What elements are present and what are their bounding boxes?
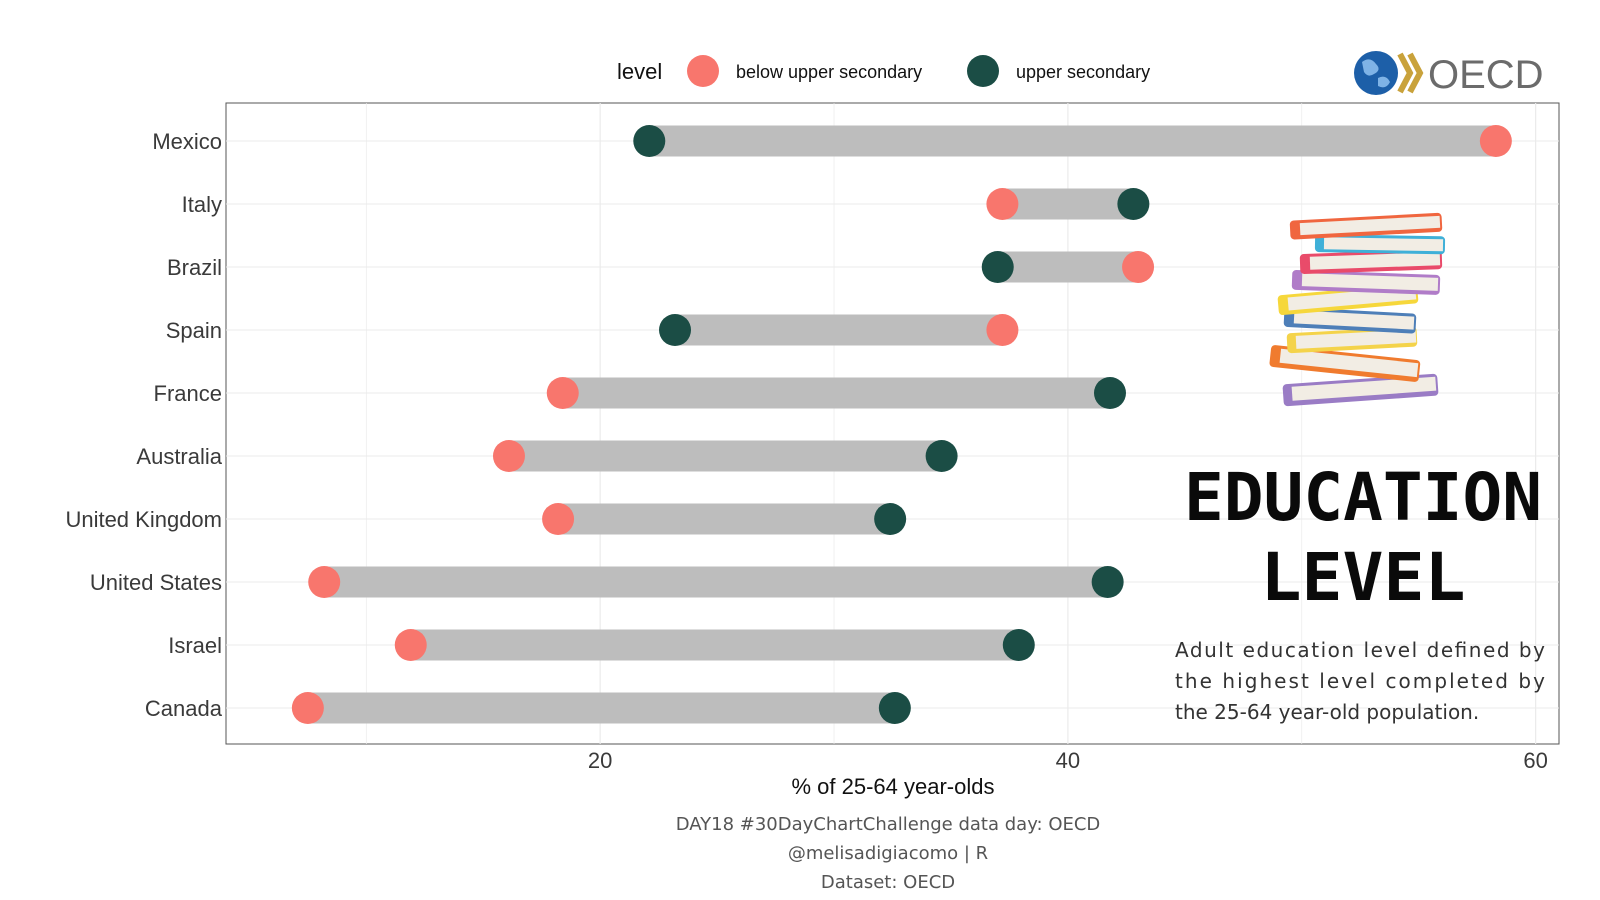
x-tick-label: 20 [588, 748, 612, 773]
book-icon [1283, 307, 1417, 334]
legend: level below upper secondary upper second… [617, 55, 1150, 87]
book-icon [1291, 269, 1441, 295]
book-icon [1289, 212, 1443, 240]
country-label: Canada [145, 696, 223, 721]
books-illustration [1269, 212, 1446, 407]
country-label: United States [90, 570, 222, 595]
legend-label-below-upper-secondary: below upper secondary [736, 62, 922, 82]
country-label: Mexico [152, 129, 222, 154]
point-upper-secondary [633, 125, 666, 157]
caption-line-3: Dataset: OECD [821, 872, 955, 893]
legend-title: level [617, 59, 662, 84]
point-upper-secondary [925, 440, 958, 472]
point-below-upper-secondary [546, 377, 579, 409]
country-labels: Mexico Italy Brazil Spain France Australia Uni… [65, 129, 222, 721]
point-upper-secondary [878, 692, 911, 724]
annotation-title-line-1: EDUCATION [1184, 459, 1542, 536]
book-icon [1286, 326, 1418, 354]
legend-swatch-upper-secondary [967, 55, 999, 87]
point-upper-secondary [1091, 566, 1124, 598]
x-tick-label: 60 [1523, 748, 1547, 773]
country-label: Brazil [167, 255, 222, 280]
book-icon [1314, 234, 1446, 255]
dumbbell-points [291, 125, 1512, 724]
country-label: France [154, 381, 222, 406]
point-below-upper-secondary [542, 503, 575, 535]
point-below-upper-secondary [1122, 251, 1155, 283]
point-below-upper-secondary [986, 188, 1019, 220]
globe-icon [1354, 51, 1398, 95]
point-below-upper-secondary [1479, 125, 1512, 157]
point-below-upper-secondary [394, 629, 427, 661]
x-tick-labels: 20 40 60 [588, 748, 1548, 773]
globe-landmass-icon [1362, 59, 1390, 88]
country-label: Israel [168, 633, 222, 658]
book-icon [1282, 373, 1439, 407]
point-upper-secondary [1002, 629, 1035, 661]
country-label: United Kingdom [65, 507, 222, 532]
point-upper-secondary [659, 314, 692, 346]
point-below-upper-secondary [291, 692, 324, 724]
point-upper-secondary [874, 503, 907, 535]
point-upper-secondary [1093, 377, 1126, 409]
annotation-title-line-2: LEVEL [1261, 539, 1466, 616]
oecd-logo-text: OECD [1428, 53, 1544, 97]
chevron-logo-icon [1397, 52, 1424, 94]
caption-line-1: DAY18 #30DayChartChallenge data day: OEC… [676, 814, 1101, 835]
legend-swatch-below-upper-secondary [687, 55, 719, 87]
book-icon [1269, 345, 1421, 382]
oecd-logo: OECD [1354, 51, 1544, 97]
country-label: Spain [166, 318, 222, 343]
point-upper-secondary [1117, 188, 1150, 220]
point-upper-secondary [981, 251, 1014, 283]
annotation-description-line-3: the 25-64 year-old population. [1175, 700, 1479, 724]
country-label: Italy [182, 192, 222, 217]
dumbbell-bars [307, 125, 1496, 724]
annotation-description-line-2: the highest level completed by [1175, 669, 1545, 693]
caption-line-2: @melisadigiacomo | R [788, 843, 988, 864]
x-tick-label: 40 [1056, 748, 1080, 773]
book-icon [1299, 249, 1443, 274]
legend-label-upper-secondary: upper secondary [1016, 62, 1150, 82]
x-axis-title: % of 25-64 year-olds [792, 774, 995, 799]
point-below-upper-secondary [308, 566, 341, 598]
annotation-description-line-1: Adult education level defined by [1175, 638, 1545, 662]
point-below-upper-secondary [492, 440, 525, 472]
country-label: Australia [136, 444, 222, 469]
point-below-upper-secondary [986, 314, 1019, 346]
